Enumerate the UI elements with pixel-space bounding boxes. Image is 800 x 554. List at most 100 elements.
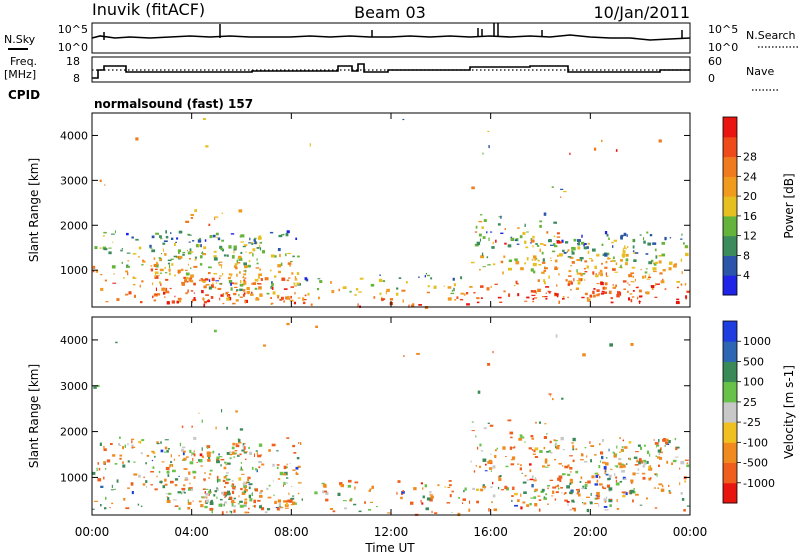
echo-cell — [589, 501, 593, 505]
echo-cell — [218, 277, 221, 280]
echo-cell — [220, 294, 224, 297]
echo-cell — [581, 296, 585, 299]
echo-cell — [245, 300, 247, 304]
echo-cell — [534, 297, 538, 299]
echo-cell — [503, 290, 506, 293]
echo-cell — [683, 509, 686, 512]
echo-cell — [163, 240, 168, 242]
echo-cell — [164, 266, 166, 269]
echo-cell — [113, 273, 115, 275]
echo-cell — [549, 393, 551, 397]
echo-cell — [350, 497, 353, 501]
echo-cell — [225, 472, 229, 474]
echo-cell — [247, 476, 251, 480]
echo-cell — [212, 450, 215, 454]
echo-cell — [572, 507, 576, 510]
echo-cell — [630, 489, 635, 493]
echo-cell — [631, 296, 635, 298]
echo-cell — [248, 446, 250, 449]
echo-cell — [590, 492, 592, 496]
echo-cell — [138, 246, 142, 250]
echo-cell — [604, 469, 607, 472]
echo-cell — [634, 464, 639, 466]
echo-cell — [269, 269, 272, 272]
echo-cell — [189, 258, 191, 260]
echo-cell — [657, 487, 659, 489]
echo-cell — [274, 275, 277, 278]
echo-cell — [249, 237, 251, 241]
echo-cell — [570, 471, 572, 473]
echo-cell — [676, 286, 679, 289]
echo-cell — [221, 212, 223, 215]
echo-cell — [188, 487, 193, 489]
echo-cell — [543, 244, 547, 246]
echo-cell — [154, 488, 158, 491]
echo-cell — [622, 439, 624, 442]
echo-cell — [225, 474, 228, 477]
echo-cell — [623, 478, 627, 480]
echo-cell — [208, 477, 211, 479]
echo-cell — [293, 301, 296, 305]
echo-cell — [510, 459, 515, 461]
echo-cell — [567, 296, 569, 299]
echo-cell — [153, 257, 156, 260]
echo-cell — [570, 289, 572, 291]
echo-cell — [154, 455, 156, 458]
echo-cell — [572, 437, 576, 442]
echo-cell — [533, 449, 536, 453]
echo-cell — [644, 271, 648, 274]
echo-cell — [651, 285, 655, 289]
echo-cell — [192, 240, 195, 242]
echo-cell — [286, 463, 288, 466]
echo-cell — [529, 478, 534, 481]
echo-cell — [193, 297, 196, 300]
echo-cell — [607, 258, 611, 260]
echo-cell — [165, 493, 170, 495]
freq-label-top: Freq. — [10, 55, 37, 68]
echo-cell — [495, 239, 497, 243]
echo-cell — [234, 452, 237, 455]
echo-cell — [547, 464, 550, 467]
echo-cell — [251, 241, 254, 244]
echo-cell — [456, 296, 459, 299]
echo-cell — [492, 481, 494, 485]
echo-cell — [615, 262, 618, 266]
echo-cell — [222, 302, 225, 305]
echo-cell — [239, 288, 243, 292]
colorbar-swatch — [723, 321, 737, 342]
echo-cell — [227, 490, 230, 494]
echo-cell — [133, 473, 138, 476]
echo-cell — [581, 241, 585, 245]
echo-cell — [280, 234, 285, 236]
echo-cell — [562, 296, 565, 298]
echo-cell — [632, 275, 634, 278]
echo-cell — [347, 484, 351, 488]
echo-cell — [483, 219, 487, 222]
echo-cell — [560, 196, 562, 198]
echo-cell — [221, 265, 223, 269]
echo-cell — [302, 297, 305, 301]
echo-cell — [235, 410, 238, 413]
echo-cell — [141, 263, 144, 266]
echo-cell — [176, 237, 179, 240]
echo-cell — [463, 293, 466, 296]
echo-cell — [646, 460, 649, 464]
colorbar-swatch — [723, 117, 737, 138]
echo-cell — [153, 263, 157, 267]
echo-cell — [665, 441, 669, 444]
echo-cell — [511, 499, 513, 502]
echo-cell — [231, 282, 235, 285]
echo-cell — [514, 258, 518, 261]
echo-cell — [579, 257, 584, 260]
echo-cell — [491, 246, 495, 249]
echo-cell — [282, 473, 287, 476]
echo-cell — [594, 472, 598, 475]
echo-cell — [248, 260, 251, 263]
echo-cell — [208, 490, 212, 494]
echo-cell — [319, 280, 323, 283]
echo-cell — [96, 467, 98, 472]
echo-cell — [225, 481, 229, 485]
echo-cell — [620, 234, 624, 237]
echo-cell — [174, 505, 179, 507]
echo-cell — [235, 299, 239, 302]
